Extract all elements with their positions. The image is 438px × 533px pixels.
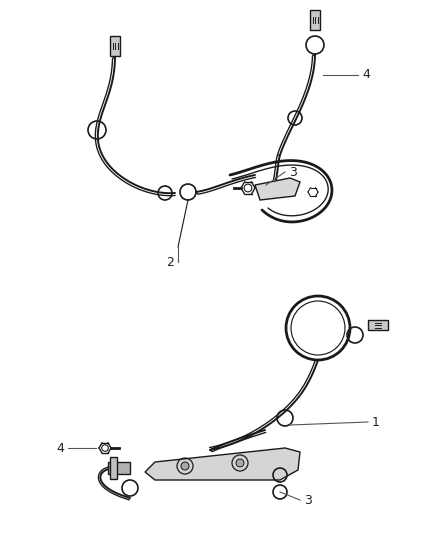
Text: 4: 4 — [362, 69, 370, 82]
Polygon shape — [110, 457, 117, 479]
Polygon shape — [110, 36, 120, 56]
Circle shape — [236, 459, 244, 467]
Polygon shape — [310, 10, 320, 30]
Polygon shape — [255, 178, 300, 200]
Text: 3: 3 — [289, 166, 297, 179]
Circle shape — [181, 462, 189, 470]
Polygon shape — [368, 320, 388, 330]
Polygon shape — [145, 448, 300, 480]
Polygon shape — [108, 462, 130, 474]
Text: 4: 4 — [56, 441, 64, 455]
Text: 1: 1 — [372, 416, 380, 429]
Text: 2: 2 — [166, 255, 174, 269]
Text: 3: 3 — [304, 494, 312, 506]
